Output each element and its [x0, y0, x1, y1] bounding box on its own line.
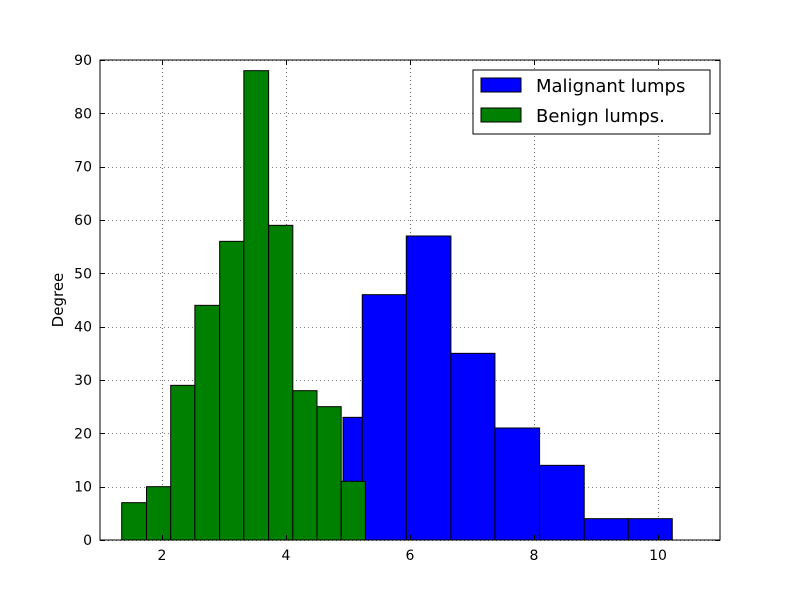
legend-label-benign: Benign lumps. [536, 106, 665, 127]
x-tick-label: 10 [649, 548, 667, 564]
malignant-bar [450, 352, 496, 541]
y-tick-label: 50 [74, 266, 92, 282]
y-tick-label: 80 [74, 106, 92, 122]
malignant-bar [583, 518, 629, 541]
malignant-bar [405, 235, 452, 541]
benign-bar [316, 406, 342, 541]
y-tick-label: 30 [74, 373, 92, 389]
x-tick-label: 8 [530, 548, 539, 564]
legend-swatch-benign [480, 107, 522, 123]
benign-bar [219, 240, 245, 541]
benign-bar [292, 390, 318, 541]
y-tick-label: 60 [74, 213, 92, 229]
benign-bar [268, 224, 294, 541]
malignant-bar [494, 427, 541, 541]
malignant-bar [361, 294, 407, 541]
x-tick-label: 4 [282, 548, 291, 564]
x-tick-label: 6 [406, 548, 415, 564]
y-tick-label: 70 [74, 160, 92, 176]
y-tick-label: 40 [74, 320, 92, 336]
malignant-bar [539, 464, 585, 541]
benign-bar [121, 502, 147, 541]
legend-label-malignant: Malignant lumps [536, 76, 685, 97]
malignant-bar [627, 518, 673, 541]
benign-bar [146, 486, 172, 541]
benign-bar [243, 70, 270, 541]
y-tick-label: 90 [74, 53, 92, 69]
benign-bar [194, 304, 221, 541]
axis-ticks: 2 4 6 8 10 0 10 20 30 40 50 60 70 80 90 [74, 53, 720, 564]
legend-frame [472, 69, 711, 135]
y-tick-label: 10 [74, 480, 92, 496]
y-tick-label: 0 [83, 533, 92, 549]
benign-bar [340, 480, 366, 541]
benign-bar [170, 384, 196, 541]
y-tick-label: 20 [74, 426, 92, 442]
legend: Malignant lumps Benign lumps. [472, 69, 711, 135]
legend-swatch-malignant [480, 77, 522, 93]
x-tick-label: 2 [158, 548, 167, 564]
y-axis-label: Degree [49, 273, 67, 328]
